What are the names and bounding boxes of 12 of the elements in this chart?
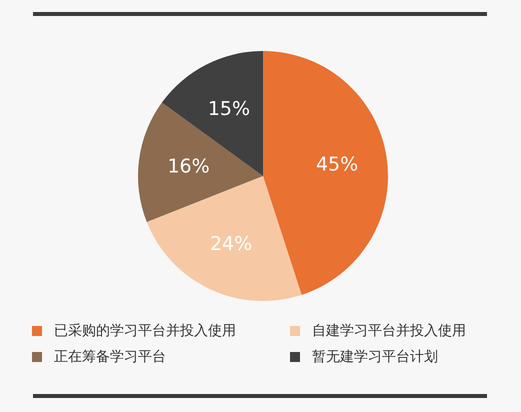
pie-slice bbox=[138, 102, 263, 222]
data-label: 15% bbox=[208, 98, 250, 120]
data-label: 24% bbox=[210, 232, 252, 255]
data-label: 45% bbox=[316, 153, 358, 176]
pie-slice bbox=[263, 51, 388, 295]
pie-slice bbox=[162, 51, 263, 176]
legend-label: 暂无建学习平台计划 bbox=[312, 348, 438, 366]
legend-label: 正在筹备学习平台 bbox=[54, 348, 166, 366]
legend-label: 自建学习平台并投入使用 bbox=[312, 322, 466, 340]
legend-label: 已采购的学习平台并投入使用 bbox=[54, 322, 236, 340]
data-label: 16% bbox=[167, 156, 210, 178]
pie-slice bbox=[146, 176, 302, 301]
